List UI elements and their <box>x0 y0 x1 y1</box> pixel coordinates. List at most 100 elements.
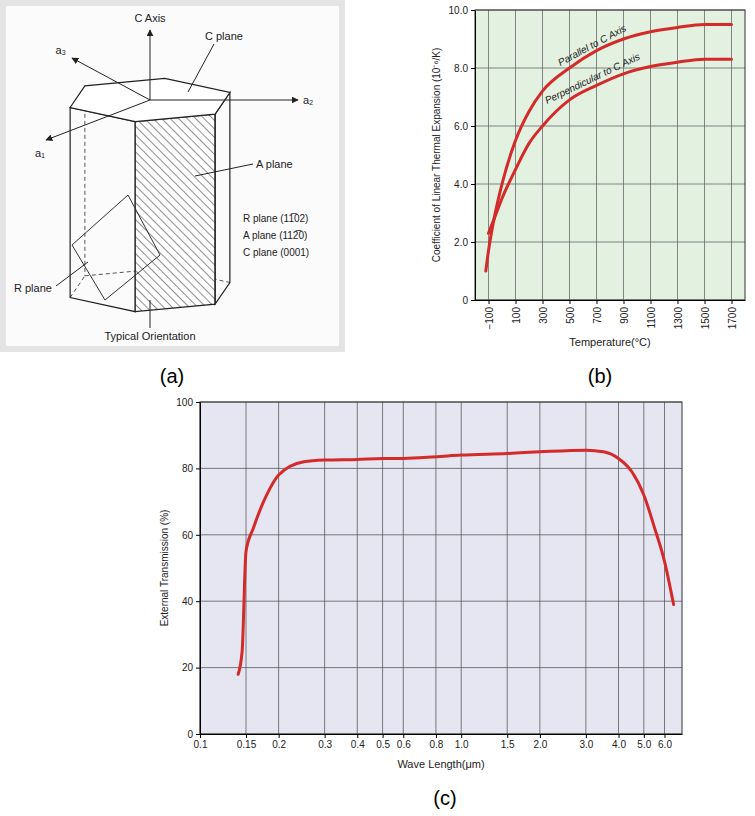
r-plane-label: R plane <box>14 282 52 294</box>
x-tick-mark <box>619 734 620 738</box>
leader-line <box>195 164 253 176</box>
x-tick: 0.3 <box>318 734 332 750</box>
y-tick-mark <box>471 184 475 185</box>
grid-line-y <box>200 534 682 535</box>
grid-line-x <box>623 10 624 300</box>
x-tick-label: 1300 <box>673 307 684 330</box>
x-tick-label: 100 <box>511 307 522 324</box>
r-plane <box>72 195 160 300</box>
y-tick: 8.0 <box>454 63 475 74</box>
panel-label: (c) <box>433 787 456 809</box>
grid-line-y <box>475 242 745 243</box>
y-tick-label: 0 <box>187 729 193 740</box>
x-tick-label: 0.2 <box>272 739 286 750</box>
x-tick-label: −100 <box>484 307 495 330</box>
grid-line-x <box>435 402 436 734</box>
y-tick: 80 <box>182 463 200 474</box>
y-tick-label: 2.0 <box>454 237 468 248</box>
x-tick: 2.0 <box>533 734 547 750</box>
y-tick-label: 4.0 <box>454 179 468 190</box>
x-tick: 0.6 <box>397 734 411 750</box>
x-tick: 0.4 <box>351 734 365 750</box>
x-tick: 1100 <box>646 300 657 329</box>
x-tick-label: 0.5 <box>376 739 390 750</box>
x-tick-label: 900 <box>619 307 630 324</box>
grid-line-y <box>475 126 745 127</box>
a3-label: a₃ <box>55 44 66 56</box>
x-tick-mark <box>586 734 587 738</box>
y-tick-mark <box>196 535 200 536</box>
a-plane-label: A plane <box>256 158 293 170</box>
grid-line-x <box>507 402 508 734</box>
x-tick-mark <box>279 734 280 738</box>
x-tick-mark <box>507 734 508 738</box>
x-tick: −100 <box>484 300 495 330</box>
x-tick-label: 0.4 <box>351 739 365 750</box>
panel-background <box>0 0 345 352</box>
grid-line-x <box>403 402 404 734</box>
x-tick: 1500 <box>700 300 711 329</box>
x-tick-mark <box>644 734 645 738</box>
x-tick: 700 <box>592 300 603 324</box>
grid-line-x <box>596 10 597 300</box>
caption: Typical Orientation <box>104 330 195 342</box>
x-tick: 1300 <box>673 300 684 329</box>
x-tick-mark <box>540 734 541 738</box>
x-tick-label: 500 <box>565 307 576 324</box>
x-tick-mark <box>436 734 437 738</box>
x-tick: 0.15 <box>237 734 257 750</box>
plot-background <box>200 402 682 734</box>
y-tick-mark <box>196 468 200 469</box>
x-tick: 3.0 <box>579 734 593 750</box>
y-axis-title: External Transmission (%) <box>159 510 170 627</box>
figure: C Axisa₂a₃a₁C planeA planeR planeR plane… <box>0 0 755 816</box>
grid-line-x <box>618 402 619 734</box>
x-tick: 500 <box>565 300 576 324</box>
y-tick: 20 <box>182 662 200 673</box>
grid <box>200 402 682 734</box>
x-tick: 6.0 <box>658 734 672 750</box>
x-tick-label: 0.6 <box>397 739 411 750</box>
orientation-label: A plane (112̅0) <box>243 230 307 241</box>
x-tick-label: 1.0 <box>455 739 469 750</box>
y-tick-mark <box>196 668 200 669</box>
a-plane-face <box>135 114 215 312</box>
x-tick-mark <box>624 300 625 304</box>
side-face <box>215 92 230 304</box>
a2-axis-arrow <box>150 100 298 101</box>
y-tick-mark <box>471 10 475 11</box>
x-tick: 0.2 <box>272 734 286 750</box>
x-tick-mark <box>357 734 358 738</box>
leader-line <box>188 44 214 92</box>
y-tick-label: 20 <box>182 662 194 673</box>
x-tick-mark <box>246 734 247 738</box>
y-tick-label: 0 <box>462 295 468 306</box>
y-axis: 02.04.06.08.010.0 <box>449 5 476 306</box>
leader-line <box>150 300 151 328</box>
x-tick-mark <box>651 300 652 304</box>
grid-line-x <box>731 10 732 300</box>
y-tick-label: 80 <box>182 463 194 474</box>
grid-line-x <box>677 10 678 300</box>
x-tick-mark <box>403 734 404 738</box>
y-tick-label: 6.0 <box>454 121 468 132</box>
x-tick-label: 1.5 <box>501 739 515 750</box>
y-tick: 0 <box>462 295 475 306</box>
x-tick: 1.5 <box>501 734 515 750</box>
y-tick: 2.0 <box>454 237 475 248</box>
x-tick: 900 <box>619 300 630 324</box>
grid-line-x <box>650 10 651 300</box>
y-tick-label: 100 <box>176 397 193 408</box>
x-tick-label: 3.0 <box>579 739 593 750</box>
orientation-label: C plane (0001) <box>243 247 309 258</box>
x-tick: 100 <box>511 300 522 324</box>
x-tick: 0.8 <box>429 734 443 750</box>
x-axis-line <box>201 734 683 735</box>
grid-line-x <box>278 402 279 734</box>
a1-label: a₁ <box>35 147 45 159</box>
orientation-label: R plane (11̅02) <box>243 213 308 224</box>
x-tick-mark <box>732 300 733 304</box>
c-plane-label: C plane <box>205 30 243 42</box>
grid <box>475 10 745 300</box>
y-axis-line <box>200 403 201 735</box>
